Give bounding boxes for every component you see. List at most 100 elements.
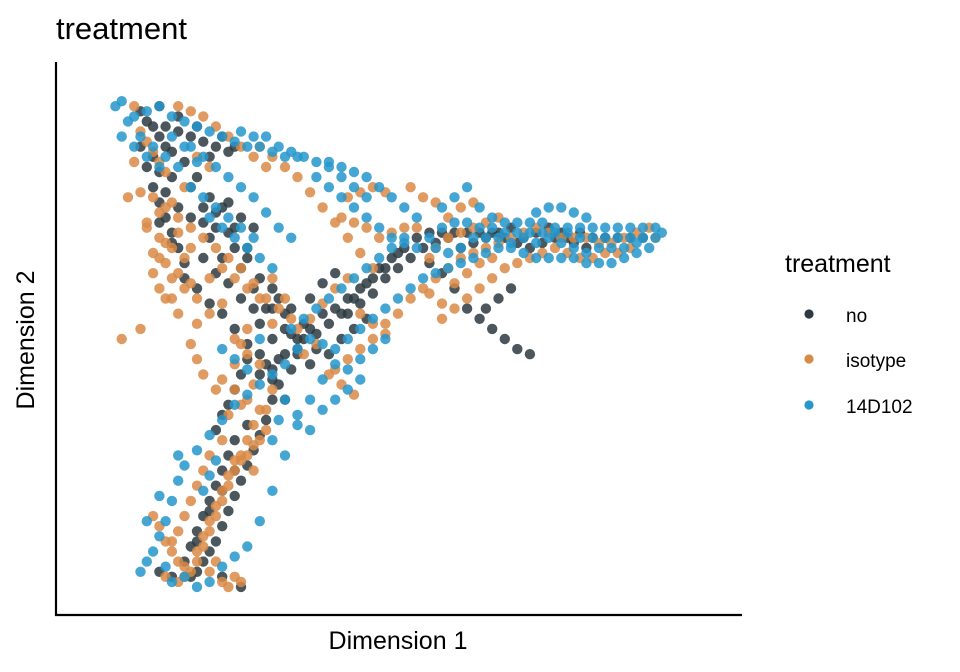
point-14d102-19: [160, 151, 171, 162]
point-14d102-181: [480, 232, 492, 243]
point-14d102-97: [267, 369, 278, 380]
point-14d102-17: [135, 131, 146, 142]
point-14d102-24: [223, 171, 234, 183]
point-14d102-114: [191, 581, 203, 593]
point-14d102-199: [154, 161, 165, 173]
point-14d102-71: [593, 242, 605, 254]
point-14d102-1: [116, 96, 127, 107]
point-14d102-217: [254, 333, 265, 345]
point-isotype-208: [191, 546, 203, 557]
point-isotype-159: [304, 187, 316, 198]
point-14d102-197: [129, 141, 140, 152]
point-14d102-204: [248, 131, 259, 142]
point-no-97: [260, 414, 272, 426]
point-no-102: [229, 490, 240, 502]
point-isotype-209: [179, 561, 190, 572]
point-14d102-216: [242, 364, 253, 375]
point-14d102-40: [311, 171, 322, 183]
point-isotype-149: [198, 111, 209, 122]
point-14d102-187: [556, 252, 567, 264]
point-14d102-75: [543, 232, 554, 243]
point-14d102-112: [166, 576, 178, 588]
point-14d102-30: [298, 151, 309, 162]
point-isotype-119: [474, 283, 485, 294]
point-14d102-166: [587, 222, 598, 233]
point-14d102-113: [179, 571, 190, 582]
point-isotype-16: [179, 252, 190, 264]
point-no-146: [242, 252, 253, 264]
point-14d102-124: [317, 374, 328, 385]
point-14d102-54: [487, 222, 498, 233]
point-14d102-161: [524, 217, 536, 228]
point-14d102-149: [399, 232, 410, 243]
point-no-14: [154, 217, 165, 228]
x-axis-title: Dimension 1: [329, 627, 468, 655]
point-14d102-220: [304, 424, 316, 436]
point-isotype-82: [355, 343, 366, 355]
point-14d102-42: [336, 192, 347, 203]
point-14d102-63: [600, 232, 611, 243]
point-isotype-147: [173, 101, 184, 112]
point-isotype-138: [455, 202, 466, 213]
point-14d102-131: [217, 222, 228, 233]
point-isotype-6: [129, 156, 140, 168]
point-14d102-129: [380, 333, 391, 345]
point-isotype-7: [122, 192, 134, 203]
point-no-18: [204, 298, 215, 309]
point-14d102-62: [587, 232, 598, 243]
point-isotype-28: [204, 308, 215, 319]
point-isotype-227: [461, 268, 473, 279]
point-isotype-0: [129, 101, 140, 112]
point-14d102-209: [198, 192, 209, 203]
point-14d102-227: [198, 485, 209, 496]
point-14d102-99: [242, 389, 253, 400]
point-14d102-219: [292, 409, 303, 421]
point-14d102-74: [556, 237, 567, 249]
point-14d102-180: [468, 232, 479, 243]
point-14d102-10: [229, 136, 240, 147]
point-14d102-192: [618, 252, 630, 264]
point-14d102-193: [631, 247, 642, 259]
plot-title: treatment: [56, 11, 187, 46]
point-14d102-156: [461, 182, 473, 193]
point-isotype-57: [223, 581, 234, 593]
point-14d102-168: [612, 222, 623, 233]
point-no-2: [147, 121, 159, 132]
point-14d102-208: [185, 182, 196, 193]
point-isotype-222: [254, 293, 265, 304]
point-no-78: [474, 313, 485, 324]
point-14d102-12: [254, 141, 265, 152]
point-14d102-72: [581, 247, 592, 259]
y-axis-title: Dimension 2: [12, 271, 40, 410]
point-isotype-61: [229, 384, 240, 395]
point-14d102-148: [386, 242, 397, 254]
point-14d102-92: [330, 343, 341, 355]
point-14d102-138: [141, 516, 152, 527]
legend-key-14d102: [804, 400, 814, 410]
point-14d102-222: [330, 394, 341, 405]
point-isotype-200: [260, 424, 272, 436]
point-no-51: [361, 278, 372, 289]
point-14d102-86: [405, 283, 416, 294]
point-14d102-48: [411, 242, 422, 254]
point-14d102-102: [204, 429, 215, 441]
point-no-95: [254, 369, 265, 380]
point-isotype-83: [367, 333, 379, 345]
point-14d102-73: [568, 242, 579, 254]
point-no-132: [160, 187, 171, 198]
point-isotype-214: [147, 268, 159, 279]
point-14d102-11: [242, 141, 253, 152]
point-14d102-3: [141, 106, 152, 117]
point-14d102-41: [323, 182, 335, 193]
point-isotype-9: [147, 192, 159, 203]
point-14d102-162: [537, 217, 548, 228]
point-14d102-133: [242, 242, 253, 254]
point-isotype-8: [135, 187, 146, 198]
point-isotype-187: [210, 242, 222, 254]
point-14d102-146: [361, 263, 372, 274]
point-isotype-27: [191, 318, 203, 329]
point-no-84: [493, 293, 504, 304]
point-no-164: [235, 293, 247, 304]
point-isotype-125: [443, 232, 454, 243]
